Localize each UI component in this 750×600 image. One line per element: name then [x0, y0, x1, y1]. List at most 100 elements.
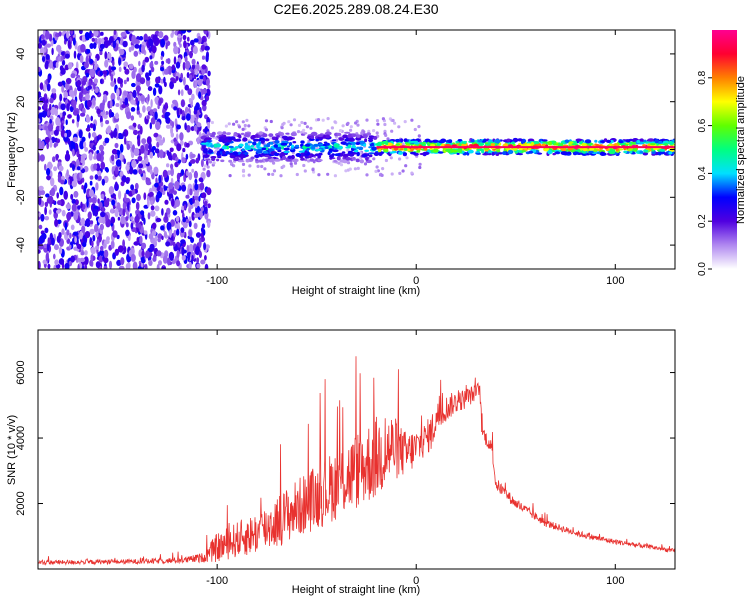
spectrogram-noise-cell	[201, 223, 206, 229]
spectrogram-signal-cell	[222, 150, 226, 155]
spectrogram-noise-cell	[153, 166, 159, 175]
spectrogram-noise-cell	[56, 44, 62, 53]
spectrogram-noise-cell	[202, 75, 206, 82]
spectrogram-noise-cell	[79, 155, 86, 164]
spectrogram-noise-cell	[95, 231, 99, 238]
spectrogram-halo-cell	[375, 119, 380, 123]
spectrogram-noise-cell	[177, 221, 180, 230]
spectrogram-noise-cell	[91, 37, 96, 42]
spectrogram-noise-cell	[132, 169, 138, 175]
spectrogram-noise-cell	[193, 74, 197, 80]
spectrogram-noise-cell	[139, 235, 143, 245]
spectrogram-noise-cell	[189, 50, 193, 59]
spectrogram-noise-cell	[94, 223, 99, 233]
spectrogram-halo-cell	[212, 161, 216, 165]
spectrogram-noise-cell	[114, 112, 120, 119]
spectrogram-signal-cell	[325, 134, 330, 139]
spectrogram-noise-cell	[181, 110, 185, 118]
spectrogram-noise-cell	[60, 122, 64, 130]
spectrogram-noise-cell	[39, 154, 45, 162]
spectrogram-noise-cell	[68, 260, 73, 267]
spectrogram-noise-cell	[91, 197, 97, 204]
spectrogram-noise-cell	[110, 92, 116, 102]
spectrogram-noise-cell	[119, 78, 123, 85]
spectrogram-noise-cell	[60, 56, 64, 62]
spectrogram-signal-cell	[362, 154, 368, 158]
spectrogram-noise-cell	[72, 231, 79, 236]
spectrogram-signal-cell	[629, 144, 633, 147]
spectrogram-noise-cell	[38, 42, 42, 49]
spectrogram-noise-cell	[200, 259, 206, 265]
spectrogram-noise-cell	[119, 143, 124, 153]
spectrogram-noise-cell	[84, 99, 89, 109]
spectrogram-signal-cell	[359, 159, 365, 164]
spectrogram-noise-cell	[123, 158, 126, 165]
spectrogram-noise-cell	[66, 169, 69, 177]
spectrogram-noise-cell	[47, 123, 54, 132]
spectrogram-halo-cell	[404, 164, 408, 168]
spectrogram-noise-cell	[121, 104, 127, 109]
spectrogram-noise-cell	[197, 36, 202, 45]
spectrogram-signal-cell	[343, 131, 351, 134]
spectrogram-noise-cell	[108, 186, 115, 195]
spectrogram-noise-cell	[195, 116, 198, 125]
spectrogram-noise-cell	[49, 103, 52, 111]
spectrogram-noise-cell	[205, 95, 210, 102]
spectrogram-noise-cell	[156, 264, 160, 269]
spectrogram-signal-cell	[332, 139, 337, 142]
spectrogram-noise-cell	[126, 77, 130, 82]
spectrogram-signal-cell	[259, 137, 266, 142]
spectrogram-noise-cell	[64, 82, 69, 90]
spectrogram-noise-cell	[176, 107, 180, 117]
spectrogram-noise-cell	[57, 219, 62, 225]
spectrogram-noise-cell	[93, 78, 98, 84]
spectrogram-noise-cell	[95, 261, 101, 269]
spectrogram-noise-cell	[38, 249, 41, 254]
spectrogram-halo-cell	[289, 162, 293, 166]
spectrogram-noise-cell	[72, 136, 78, 143]
spectrogram-halo-cell	[280, 126, 284, 130]
spectrogram-signal-cell	[254, 154, 260, 159]
spectrogram-noise-cell	[137, 266, 142, 269]
spectrogram-noise-cell	[106, 197, 110, 203]
spectrogram-noise-cell	[162, 169, 168, 178]
spectrogram-signal-cell	[517, 138, 523, 142]
spectrogram-noise-cell	[160, 38, 166, 48]
spectrogram-noise-cell	[144, 263, 148, 269]
spectrogram-noise-cell	[153, 132, 159, 138]
snr-frame	[37, 329, 676, 570]
spectrogram-noise-cell	[176, 260, 181, 267]
spectrogram-noise-cell	[146, 136, 152, 145]
spectrogram-noise-cell	[61, 209, 66, 217]
spectrogram-signal-cell	[368, 135, 375, 138]
spectrogram-noise-cell	[193, 124, 198, 132]
spectrogram-signal-cell	[403, 147, 408, 151]
spectrogram-noise-cell	[173, 56, 177, 65]
spectrogram-halo-cell	[389, 156, 393, 160]
spectrogram-halo-cell	[349, 125, 353, 129]
spectrogram-noise-cell	[196, 263, 201, 269]
snr-y-tick-label: 4000	[15, 426, 27, 450]
spectrogram-signal-cell	[310, 135, 315, 140]
spectrogram-noise-cell	[41, 232, 47, 240]
spectrogram-noise-cell	[193, 109, 198, 115]
spectrogram-noise-cell	[158, 260, 162, 266]
spectrogram-signal-cell	[387, 139, 391, 142]
spectrogram-signal-cell	[210, 144, 214, 148]
spectrogram-y-tick-label: -20	[15, 189, 27, 205]
spectrogram-signal-cell	[300, 157, 305, 161]
spectrogram-noise-cell	[103, 36, 109, 41]
spectrogram-noise-cell	[132, 122, 137, 128]
spectrogram-noise-cell	[187, 36, 190, 42]
spectrogram-noise-cell	[74, 236, 77, 244]
spectrogram-noise-cell	[180, 108, 183, 115]
spectrogram-noise-cell	[55, 117, 61, 126]
spectrogram-noise-cell	[38, 124, 43, 130]
spectrogram-halo-cell	[354, 121, 358, 125]
spectrogram-signal-cell	[328, 148, 333, 153]
spectrogram-noise-cell	[195, 232, 202, 238]
spectrogram-noise-cell	[86, 99, 92, 108]
spectrogram-noise-cell	[176, 143, 182, 152]
spectrogram-signal-cell	[517, 149, 523, 153]
spectrogram-signal-cell	[213, 143, 218, 148]
